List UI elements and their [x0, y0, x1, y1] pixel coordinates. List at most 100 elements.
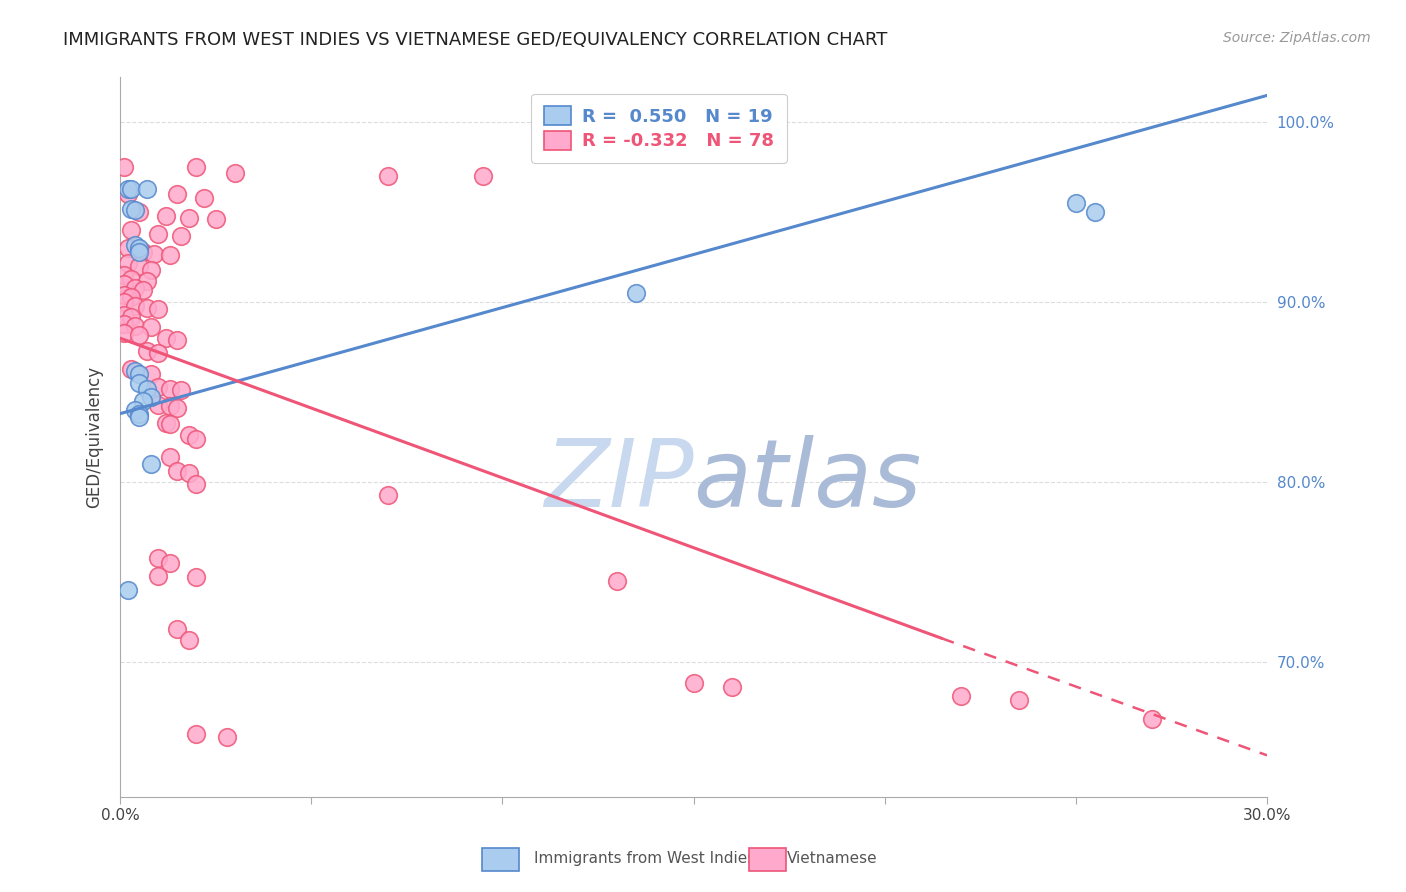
Point: [139, 320, 162, 334]
Point: [124, 363, 146, 377]
Point: [159, 382, 181, 396]
Point: [139, 367, 162, 381]
Point: [132, 283, 155, 297]
Point: [166, 464, 188, 478]
Point: [117, 582, 139, 597]
Point: [112, 288, 135, 302]
Point: [135, 382, 157, 396]
Point: [117, 187, 139, 202]
Point: [112, 326, 135, 340]
Point: [1084, 205, 1107, 219]
Point: [186, 161, 208, 175]
Point: [1007, 692, 1029, 706]
Text: Source: ZipAtlas.com: Source: ZipAtlas.com: [1223, 31, 1371, 45]
Point: [148, 398, 170, 412]
Point: [112, 268, 135, 283]
Point: [112, 308, 135, 322]
Text: Vietnamese: Vietnamese: [787, 851, 877, 865]
Point: [1142, 712, 1164, 726]
Point: [148, 568, 170, 582]
Point: [120, 223, 142, 237]
Point: [159, 556, 181, 570]
Text: IMMIGRANTS FROM WEST INDIES VS VIETNAMESE GED/EQUIVALENCY CORRELATION CHART: IMMIGRANTS FROM WEST INDIES VS VIETNAMES…: [63, 31, 887, 49]
Point: [215, 731, 238, 745]
Point: [128, 327, 150, 342]
Point: [124, 299, 146, 313]
Point: [112, 295, 135, 310]
Point: [155, 416, 177, 430]
Point: [128, 205, 150, 219]
Point: [139, 457, 162, 471]
Point: [377, 169, 399, 184]
Point: [124, 203, 146, 218]
Point: [950, 689, 973, 703]
Point: [1064, 196, 1087, 211]
Point: [170, 228, 193, 243]
Point: [128, 367, 150, 381]
Point: [186, 727, 208, 741]
Point: [120, 290, 142, 304]
Point: [148, 550, 170, 565]
Point: [224, 166, 246, 180]
Point: [148, 227, 170, 241]
Point: [166, 333, 188, 347]
Point: [124, 318, 146, 333]
Point: [132, 394, 155, 409]
Point: [166, 623, 188, 637]
Point: [120, 310, 142, 324]
Point: [155, 209, 177, 223]
Point: [166, 187, 188, 202]
Point: [148, 345, 170, 359]
Point: [135, 301, 157, 315]
Point: [124, 403, 146, 417]
Point: [166, 401, 188, 416]
Point: [135, 274, 157, 288]
Text: Immigrants from West Indies: Immigrants from West Indies: [534, 851, 755, 865]
Point: [143, 246, 166, 260]
Point: [128, 410, 150, 425]
Point: [124, 237, 146, 252]
Point: [720, 680, 742, 694]
Point: [132, 244, 155, 259]
Point: [177, 466, 200, 480]
Legend: R =  0.550   N = 19, R = -0.332   N = 78: R = 0.550 N = 19, R = -0.332 N = 78: [531, 94, 787, 163]
Point: [177, 633, 200, 648]
Point: [159, 450, 181, 464]
Point: [128, 407, 150, 421]
Point: [159, 400, 181, 414]
Point: [120, 202, 142, 216]
Point: [128, 259, 150, 273]
Point: [124, 281, 146, 295]
Point: [148, 380, 170, 394]
Point: [112, 317, 135, 331]
Point: [159, 417, 181, 432]
Point: [204, 212, 226, 227]
Point: [170, 384, 193, 398]
Point: [120, 182, 142, 196]
Point: [139, 263, 162, 277]
Point: [128, 241, 150, 255]
Point: [186, 476, 208, 491]
Point: [155, 331, 177, 345]
Point: [128, 376, 150, 391]
Point: [112, 277, 135, 292]
Point: [112, 161, 135, 175]
Point: [148, 302, 170, 317]
Point: [135, 182, 157, 196]
Point: [186, 570, 208, 584]
Point: [177, 428, 200, 442]
Point: [186, 432, 208, 446]
Point: [193, 191, 215, 205]
Point: [135, 343, 157, 358]
Point: [120, 272, 142, 286]
Point: [117, 241, 139, 255]
Point: [377, 487, 399, 501]
Point: [128, 244, 150, 259]
Y-axis label: GED/Equivalency: GED/Equivalency: [86, 366, 103, 508]
Point: [606, 574, 628, 588]
Point: [624, 286, 647, 301]
Point: [117, 255, 139, 269]
Point: [159, 248, 181, 262]
Point: [120, 361, 142, 376]
Point: [472, 169, 495, 184]
